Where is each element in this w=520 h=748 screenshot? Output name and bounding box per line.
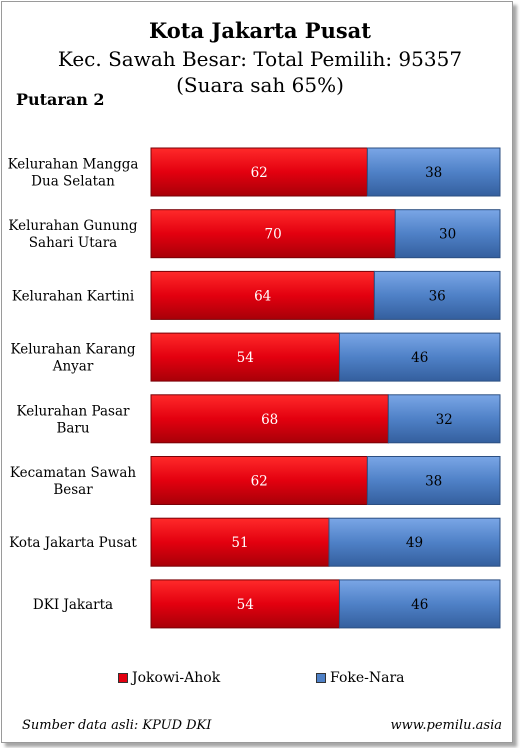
legend-item-series-1: Jokowi-Ahok: [118, 670, 220, 686]
data-label: 62: [251, 474, 268, 490]
bar-segment-series-1: [150, 394, 389, 444]
legend-swatch-series-2: [316, 673, 326, 683]
bar-segment-series-2: [366, 456, 501, 505]
legend-swatch-series-1: [118, 673, 128, 683]
data-label: 54: [237, 350, 254, 366]
subtitle-line-1: Kec. Sawah Besar: Total Pemilih: 95357: [57, 47, 463, 71]
data-label: 62: [251, 165, 268, 181]
bar-segment-series-2: [394, 209, 501, 259]
category-label: Kelurahan Pasar Baru: [17, 403, 130, 436]
category-label: Kelurahan Kartini: [12, 288, 135, 304]
bar-segment-series-1: [150, 270, 375, 320]
bar-segment-series-1: [150, 517, 330, 567]
data-label: 38: [425, 474, 442, 490]
bar-segment-series-2: [366, 147, 501, 197]
chart-title: Kota Jakarta Pusat: [149, 18, 371, 43]
website-label: www.pemilu.asia: [390, 718, 502, 733]
data-label: 46: [411, 597, 428, 613]
legend-label-series-2: Foke-Nara: [330, 670, 405, 686]
category-label: Kecamatan Sawah Besar: [10, 465, 137, 498]
bar-segment-series-1: [150, 579, 340, 629]
data-label: 38: [425, 165, 442, 181]
category-label: Kelurahan Mangga Dua Selatan: [8, 157, 139, 190]
data-label: 49: [406, 535, 423, 551]
bar-segment-series-1: [150, 332, 340, 382]
bar-segment-series-2: [328, 517, 501, 567]
stacked-bar-chart: Kelurahan Mangga Dua Selatan 62 38 Kelurahan…: [8, 147, 501, 629]
bar-segment-series-2: [387, 394, 501, 444]
chart-subtitle: Kec. Sawah Besar: Total Pemilih: 95357 (…: [0, 46, 520, 98]
category-label: DKI Jakarta: [33, 597, 113, 613]
category-label: Kota Jakarta Pusat: [9, 535, 137, 551]
category-label: Kelurahan Karang Anyar: [11, 342, 136, 375]
data-label: 68: [261, 412, 278, 428]
data-label: 51: [231, 535, 248, 551]
data-label: 70: [265, 227, 282, 243]
data-label: 32: [436, 412, 453, 428]
bar-segment-series-1: [150, 209, 396, 259]
legend-item-series-2: Foke-Nara: [316, 670, 405, 686]
category-label: Kelurahan Gunung Sahari Utara: [8, 218, 138, 251]
bar-segment-series-2: [338, 332, 501, 382]
bar-segment-series-2: [338, 579, 501, 629]
bar-segment-series-1: [150, 147, 368, 197]
bar-segment-series-1: [150, 456, 368, 505]
round-label: Putaran 2: [16, 90, 105, 109]
data-label: 36: [429, 288, 446, 304]
data-label: 54: [237, 597, 254, 613]
bar-segment-series-2: [373, 270, 501, 320]
data-label: 30: [439, 227, 456, 243]
legend-label-series-1: Jokowi-Ahok: [132, 670, 221, 686]
subtitle-line-2: (Suara sah 65%): [176, 73, 344, 97]
source-note: Sumber data asli: KPUD DKI: [22, 718, 212, 733]
data-label: 64: [254, 288, 271, 304]
data-label: 46: [411, 350, 428, 366]
